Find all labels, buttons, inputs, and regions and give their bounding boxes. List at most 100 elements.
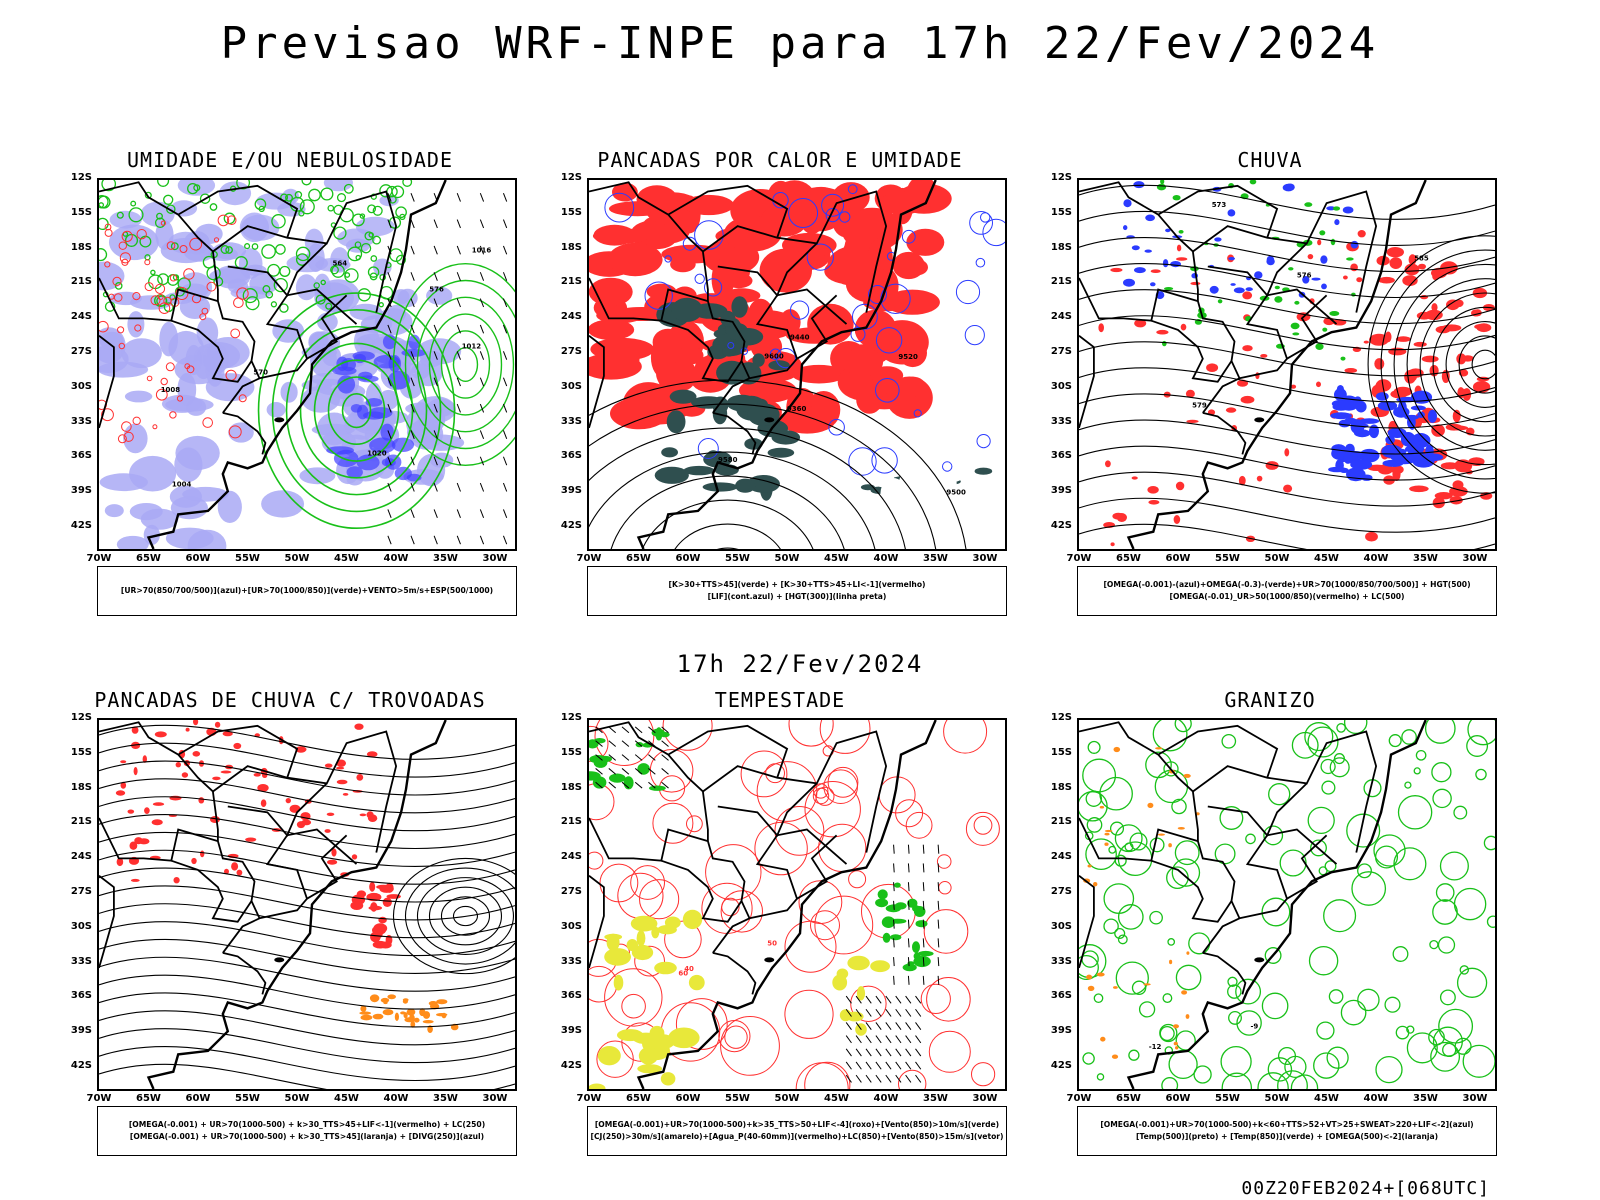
temperature-850-contour	[1291, 731, 1319, 759]
omega-orange-area	[1111, 1054, 1119, 1059]
thunder-red-area	[336, 766, 345, 770]
contour-label: 570	[253, 368, 268, 376]
humidity-green-contour	[199, 193, 211, 204]
wind-vector	[621, 768, 630, 775]
clear-area	[898, 462, 957, 504]
humidity-blue-area	[165, 397, 214, 412]
temperature-850-contour	[1326, 1046, 1349, 1069]
rain-red-area	[1180, 323, 1187, 331]
humidity-blue-area	[337, 375, 356, 394]
temperature-850-contour	[1081, 950, 1099, 968]
thunder-red-area	[191, 857, 197, 865]
humidity-green-contour	[428, 313, 503, 416]
wind-vector	[502, 272, 508, 281]
temperature-850-contour	[1168, 1049, 1198, 1080]
lat-tick-label: 12S	[560, 712, 582, 723]
wind-vector	[845, 1061, 852, 1070]
contour-label: 585	[1414, 255, 1429, 263]
lon-tick-label: 60W	[1165, 1093, 1191, 1104]
lat-tick-label: 24S	[560, 311, 582, 323]
lat-tick-label: 12S	[70, 172, 92, 183]
wind-vector	[410, 219, 415, 229]
wind-vector	[915, 1022, 922, 1030]
political-border	[1202, 412, 1247, 455]
wind-vector	[895, 1048, 902, 1057]
instability-green-area	[726, 394, 758, 412]
humidity-green-contour	[163, 194, 174, 205]
humidity-blue-area	[116, 535, 149, 549]
instability-green-area	[974, 467, 993, 475]
precipitable-water-contour	[589, 725, 609, 762]
thickness-red-contour	[179, 245, 188, 253]
instability-green-area	[747, 475, 780, 493]
wind-vector	[387, 272, 392, 281]
political-border	[227, 782, 328, 837]
streamline	[99, 867, 515, 903]
contour-label: 40	[684, 965, 694, 973]
thickness-red-contour	[176, 395, 184, 402]
thunder-orange-area	[400, 1011, 406, 1015]
lat-tick-label: 30S	[1050, 920, 1072, 932]
wind-vector	[648, 754, 656, 761]
humidity-green-contour	[265, 290, 274, 299]
temperature-850-contour	[1475, 768, 1487, 781]
lat-tick-label: 15S	[560, 746, 582, 758]
wind-vector	[895, 1022, 902, 1030]
contour-label: 9440	[790, 333, 810, 341]
temperature-850-contour	[1456, 967, 1488, 998]
humidity-blue-area	[175, 435, 220, 471]
omega-orange-area	[1087, 985, 1095, 991]
lifted-index-contour	[847, 184, 858, 195]
temperature-850-contour	[1221, 733, 1237, 749]
omega-orange-area	[1086, 974, 1093, 980]
rain-green-area	[1156, 183, 1167, 191]
temperature-850-contour	[1228, 1010, 1242, 1025]
geopotential-contour	[1079, 523, 1495, 549]
lat-tick-label: 21S	[70, 816, 92, 828]
lat-tick-label: 33S	[560, 415, 582, 427]
lon-tick-label: 35W	[923, 1093, 948, 1104]
temperature-850-contour	[1388, 734, 1402, 748]
wind-vector	[885, 1048, 892, 1057]
wind-vector	[410, 245, 415, 255]
jet-yellow-area	[651, 926, 660, 939]
humidity-green-contour	[357, 288, 371, 302]
legend-line: [OMEGA(-0.001) + UR>70(1000-500) + k>30_…	[129, 1132, 485, 1141]
thickness-red-contour	[169, 274, 178, 282]
precipitable-water-contour	[596, 1040, 634, 1078]
thickness-red-contour	[166, 241, 176, 250]
precipitable-water-contour	[705, 844, 762, 901]
thunder-orange-area	[406, 1008, 416, 1016]
temperature-850-contour	[1129, 832, 1148, 851]
political-border	[589, 721, 709, 842]
map-plot	[99, 720, 515, 1089]
humidity-green-contour	[177, 277, 191, 291]
political-border	[259, 288, 358, 380]
lake	[1254, 957, 1265, 963]
instability-red-area	[906, 228, 945, 256]
rain-red-area	[1413, 341, 1427, 347]
geopotential-contour	[589, 379, 967, 549]
rain-red-area	[1454, 299, 1464, 308]
temperature-850-contour	[1261, 992, 1289, 1020]
lon-tick-label: 40W	[383, 553, 409, 564]
instability-red-area	[892, 251, 925, 280]
instability-green-area	[735, 478, 756, 493]
humidity-green-contour	[254, 198, 267, 211]
temperature-850-contour	[1188, 932, 1211, 955]
omega-orange-area	[1147, 802, 1154, 808]
lat-tick-label: 18S	[1050, 781, 1072, 793]
lat-tick-label: 36S	[560, 450, 582, 462]
temperature-850-contour	[1357, 988, 1380, 1012]
rain-blue-area	[1334, 219, 1340, 226]
temperature-850-contour	[1079, 791, 1108, 822]
temperature-850-contour	[1392, 946, 1409, 962]
wind-green-area	[882, 932, 891, 943]
wind-vector	[433, 298, 438, 308]
humidity-green-contour	[333, 226, 347, 240]
precipitable-water-contour	[973, 815, 993, 835]
humidity-green-contour	[99, 195, 109, 209]
instability-green-area	[669, 389, 697, 404]
lat-tick-label: 36S	[560, 990, 582, 1002]
wind-vector	[410, 535, 415, 545]
